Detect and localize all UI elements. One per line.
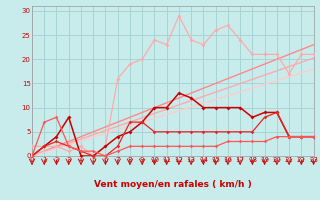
X-axis label: Vent moyen/en rafales ( km/h ): Vent moyen/en rafales ( km/h ) <box>94 180 252 189</box>
